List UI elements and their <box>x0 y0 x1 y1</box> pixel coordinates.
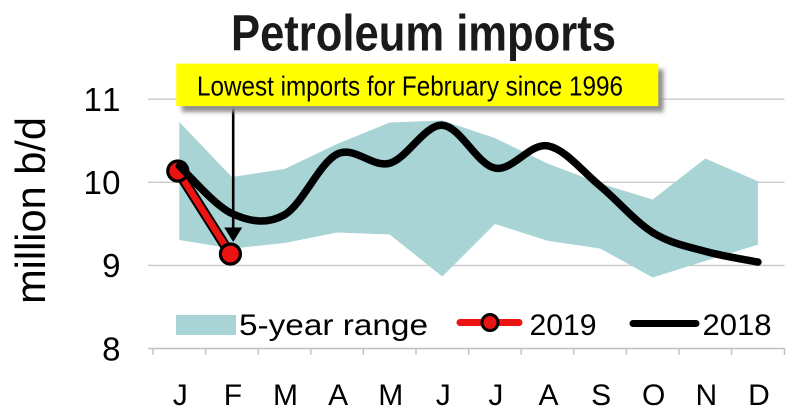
svg-text:N: N <box>695 379 717 412</box>
svg-text:M: M <box>378 379 403 412</box>
svg-text:A: A <box>328 379 348 412</box>
svg-text:9: 9 <box>102 247 120 284</box>
svg-text:J: J <box>436 379 451 412</box>
svg-text:A: A <box>538 379 558 412</box>
svg-text:F: F <box>224 379 242 412</box>
svg-text:J: J <box>488 379 503 412</box>
svg-text:5-year range: 5-year range <box>239 309 428 342</box>
svg-text:million b/d: million b/d <box>7 117 54 304</box>
svg-text:D: D <box>748 379 770 412</box>
svg-text:M: M <box>273 379 298 412</box>
svg-text:10: 10 <box>84 164 121 201</box>
svg-text:J: J <box>173 379 188 412</box>
svg-text:Lowest imports for February si: Lowest imports for February since 1996 <box>197 71 623 102</box>
svg-text:2019: 2019 <box>530 309 597 342</box>
svg-text:2018: 2018 <box>703 309 772 342</box>
svg-text:Petroleum imports: Petroleum imports <box>231 5 616 62</box>
svg-text:8: 8 <box>102 330 120 367</box>
svg-text:11: 11 <box>84 81 121 118</box>
svg-text:S: S <box>591 379 611 412</box>
svg-text:O: O <box>642 379 665 412</box>
